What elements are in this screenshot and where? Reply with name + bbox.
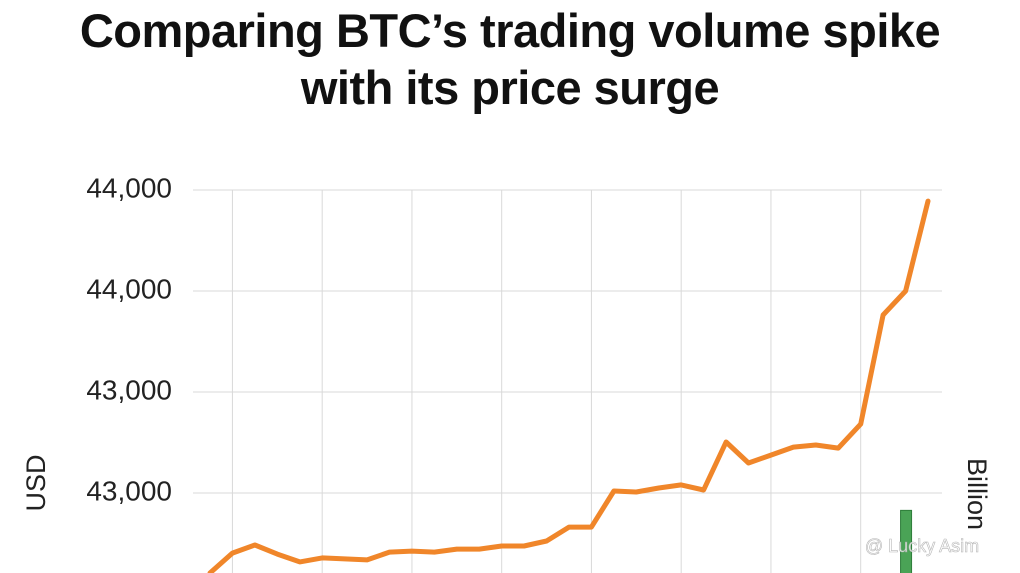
watermark: @ Lucky Asim: [865, 536, 979, 556]
y-tick-label: 44,000: [86, 273, 172, 304]
volume-bar: [900, 509, 913, 573]
y-tick-label: 43,000: [86, 475, 172, 506]
y-tick-label: 44,000: [86, 172, 172, 203]
y-tick-label: 43,000: [86, 374, 172, 405]
y2-axis-label: Billion: [962, 458, 992, 530]
y-axis-label: USD: [21, 454, 51, 511]
chart-title: Comparing BTC’s trading volume spike wit…: [79, 4, 941, 114]
price-line: [207, 198, 931, 573]
